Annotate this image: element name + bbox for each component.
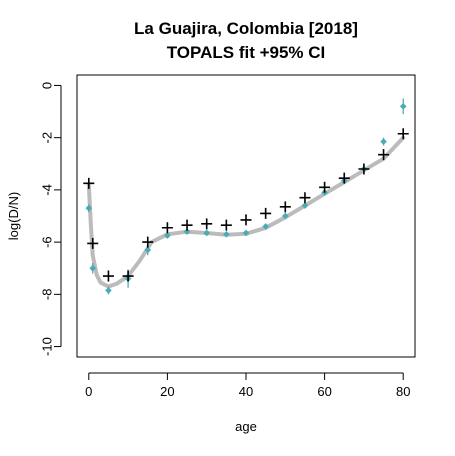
fitted-rate-point <box>242 229 250 237</box>
observed-rate-point <box>378 149 390 161</box>
fitted-rate-point <box>144 246 152 254</box>
y-axis-label: log(D/N) <box>6 192 21 240</box>
x-tick-label: 20 <box>160 384 174 399</box>
fitted-rate-point <box>223 230 230 238</box>
observed-rate-point <box>338 172 350 184</box>
fitted-rate-point <box>164 232 171 239</box>
observed-rate-point <box>142 236 154 248</box>
fitted-rate-point <box>301 202 309 209</box>
x-tick-label: 60 <box>317 384 331 399</box>
fitted-rate-point <box>105 287 112 294</box>
x-tick-label: 80 <box>396 384 410 399</box>
y-axis: 0 -2 -4 -6 -8 -10 <box>40 82 62 356</box>
chart-title: La Guajira, Colombia [2018] <box>134 19 358 38</box>
observed-rate-point <box>220 219 232 231</box>
observed-rate-point <box>299 192 311 204</box>
fit-line-layer <box>86 135 406 289</box>
fitted-rate-point <box>399 103 407 110</box>
y-tick-label: -4 <box>40 184 55 196</box>
observed-rate-point <box>358 163 370 175</box>
observed-rate-point <box>319 181 331 193</box>
y-tick-label: -10 <box>40 337 55 356</box>
y-tick-label: -6 <box>40 236 55 248</box>
plot-frame <box>76 74 416 358</box>
observed-rate-point <box>181 219 193 231</box>
points-layer <box>83 103 409 294</box>
fitted-rate-point <box>262 223 269 230</box>
x-tick-label: 0 <box>85 384 92 399</box>
observed-rate-point <box>201 218 213 230</box>
observed-rate-point <box>240 214 252 226</box>
observed-rate-point <box>260 207 272 219</box>
chart-subtitle: TOPALS fit +95% CI <box>167 43 326 62</box>
fitted-rate-point <box>282 212 289 220</box>
y-tick-label: -8 <box>40 289 55 301</box>
topals-fit-line <box>86 135 406 289</box>
fitted-rate-point <box>380 138 387 145</box>
observed-rate-point <box>102 270 114 282</box>
fitted-rate-point <box>85 204 93 212</box>
observed-rate-point <box>161 222 173 234</box>
fitted-rate-point <box>203 229 210 237</box>
x-tick-label: 40 <box>239 384 253 399</box>
fitted-rate-point <box>89 264 97 272</box>
observed-rate-point <box>87 237 99 249</box>
observed-rate-point <box>397 128 409 140</box>
observed-rate-point <box>279 201 291 213</box>
observed-rate-point <box>83 177 95 189</box>
x-axis-label: age <box>235 419 257 434</box>
fitted-rate-point <box>183 228 191 235</box>
y-tick-label: 0 <box>40 82 55 89</box>
observed-rate-point <box>122 270 134 282</box>
x-axis: 0 20 40 60 80 <box>85 372 410 399</box>
y-tick-label: -2 <box>40 132 55 144</box>
